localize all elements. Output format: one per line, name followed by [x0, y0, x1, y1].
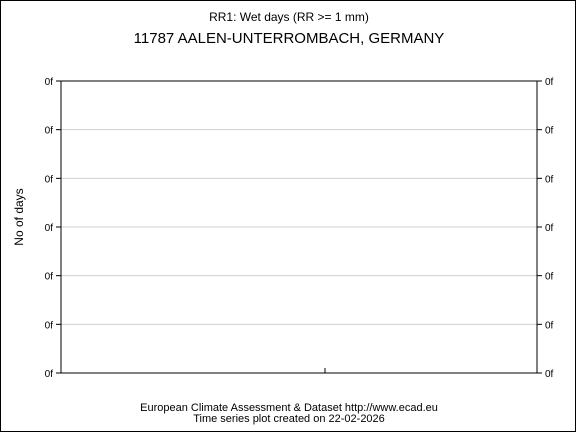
- y-tick-label: 0f: [545, 272, 554, 283]
- y-axis-label: No of days: [12, 188, 26, 245]
- chart-title: RR1: Wet days (RR >= 1 mm): [209, 10, 369, 24]
- left-y-ticks: 0f 0f 0f 0f 0f 0f 0f: [45, 77, 61, 380]
- y-tick-label: 0f: [545, 77, 554, 88]
- y-tick-label: 0f: [545, 174, 554, 185]
- footer-created: Time series plot created on 22-02-2026: [193, 413, 385, 425]
- y-tick-label: 0f: [45, 174, 54, 185]
- footer-source: European Climate Assessment & Dataset ht…: [140, 402, 438, 414]
- y-tick-label: 0f: [45, 223, 54, 234]
- y-tick-label: 0f: [545, 126, 554, 137]
- y-tick-label: 0f: [45, 272, 54, 283]
- y-tick-label: 0f: [545, 223, 554, 234]
- y-tick-label: 0f: [45, 77, 54, 88]
- y-tick-label: 0f: [545, 369, 554, 380]
- y-tick-label: 0f: [45, 126, 54, 137]
- right-y-ticks: 0f 0f 0f 0f 0f 0f 0f: [537, 77, 554, 380]
- y-tick-label: 0f: [45, 369, 54, 380]
- grid-lines: [61, 129, 537, 325]
- chart-subtitle: 11787 AALEN-UNTERROMBACH, GERMANY: [134, 30, 445, 47]
- y-tick-label: 0f: [545, 320, 554, 331]
- y-tick-label: 0f: [45, 320, 54, 331]
